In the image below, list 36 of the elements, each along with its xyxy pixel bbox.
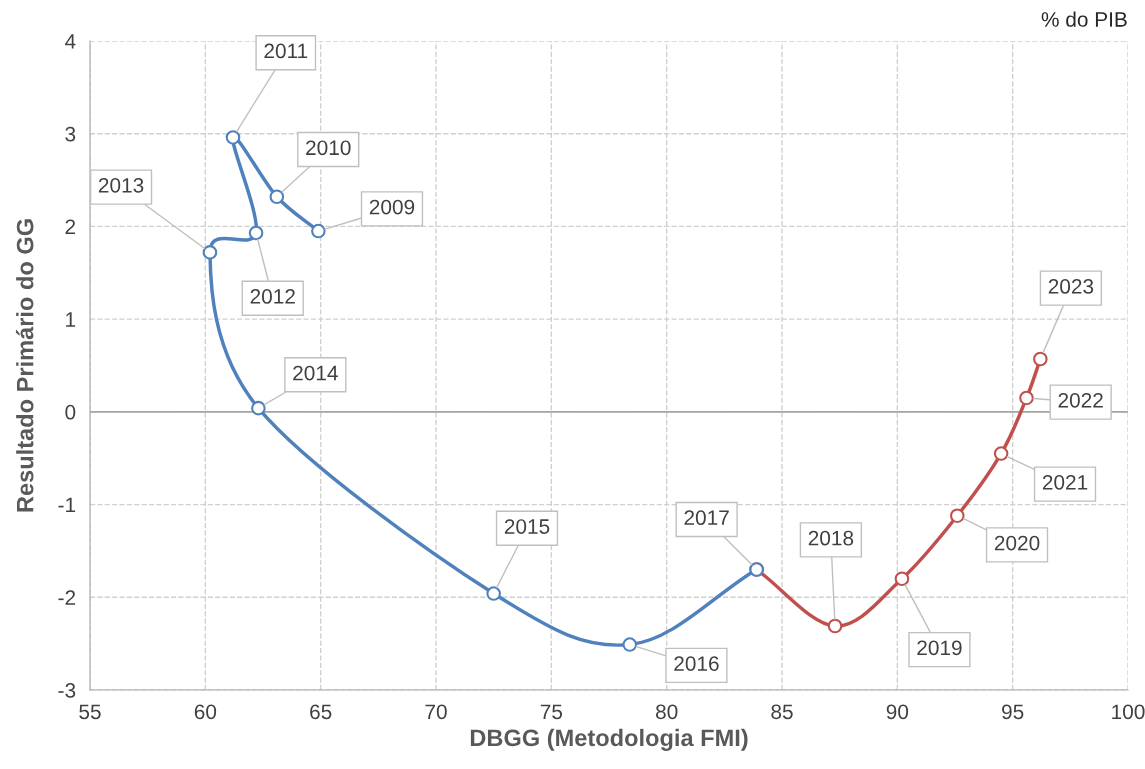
- y-tick-label: 2: [65, 219, 76, 234]
- y-tick-label: -3: [58, 683, 76, 698]
- annotation: 2020: [994, 535, 1040, 551]
- annotation: 2010: [306, 140, 351, 156]
- annotation: 2022: [1058, 392, 1103, 408]
- x-tick-label: 100: [1112, 704, 1145, 720]
- annotation: 2013: [98, 177, 144, 193]
- annotation: 2011: [264, 43, 308, 59]
- annotation: 2017: [684, 510, 729, 526]
- x-tick-label: 90: [886, 704, 909, 720]
- annotation: 2023: [1048, 279, 1094, 294]
- text: % do PIB: [1041, 11, 1127, 27]
- y-tick-label: 1: [66, 312, 76, 327]
- y-tick-label: 3: [65, 126, 76, 142]
- annotation: 2018: [808, 530, 854, 546]
- annotation: 2014: [293, 365, 338, 381]
- annotation: 2021: [1042, 474, 1088, 490]
- annotation: 2015: [504, 519, 550, 534]
- y-tick-label: 0: [65, 404, 76, 420]
- annotation: 2012: [250, 289, 295, 304]
- y-tick-label: 4: [65, 34, 76, 49]
- x-axis-title: DBGG (Metodologia FMI): [470, 728, 748, 751]
- annotation: 2016: [674, 656, 719, 671]
- x-tick-label: 60: [194, 704, 217, 720]
- y-tick-label: -2: [58, 590, 76, 605]
- y-tick-label: -1: [58, 497, 76, 513]
- annotation: 2019: [917, 640, 962, 656]
- x-tick-label: 80: [655, 704, 678, 720]
- x-tick-label: 65: [310, 704, 332, 720]
- x-tick-label: 70: [425, 704, 447, 720]
- x-tick-label: 95: [1002, 704, 1024, 720]
- x-tick-label: 75: [540, 704, 563, 720]
- y-axis-title: Resultado Primário do GG: [15, 219, 34, 512]
- annotation: 2009: [369, 199, 415, 215]
- x-tick-label: 55: [79, 704, 101, 720]
- x-tick-label: 85: [771, 704, 793, 720]
